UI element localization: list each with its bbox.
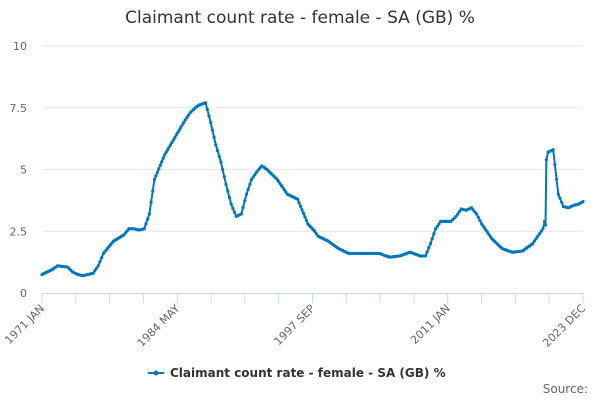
- x-tick-label: 2011 JAN: [408, 302, 453, 347]
- legend-label: Claimant count rate - female - SA (GB) %: [170, 366, 446, 380]
- series-claimant-count-rate[interactable]: [40, 101, 585, 278]
- y-tick-label: 10: [13, 40, 27, 53]
- gridlines: [42, 45, 583, 232]
- x-tick-label: 1997 SEP: [272, 302, 318, 348]
- y-tick-label: 5: [20, 164, 27, 177]
- chart-title: Claimant count rate - female - SA (GB) %: [125, 8, 475, 28]
- line-marker-icon: [148, 367, 164, 379]
- y-axis-labels: 0 2.5 5 7.5 10: [10, 40, 28, 300]
- y-tick-label: 2.5: [10, 225, 28, 238]
- x-tick-label: 1971 JAN: [2, 302, 47, 347]
- legend-item[interactable]: Claimant count rate - female - SA (GB) %: [148, 366, 446, 380]
- x-tick-label: 1984 MAY: [135, 302, 183, 350]
- y-tick-label: 0: [20, 287, 27, 300]
- source-label: Source:: [542, 382, 588, 396]
- x-axis: 1971 JAN 1984 MAY 1997 SEP 2011 JAN 2023 DEC: [2, 293, 588, 350]
- x-tick-label: 2023 DEC: [540, 302, 588, 350]
- y-tick-label: 7.5: [10, 102, 28, 115]
